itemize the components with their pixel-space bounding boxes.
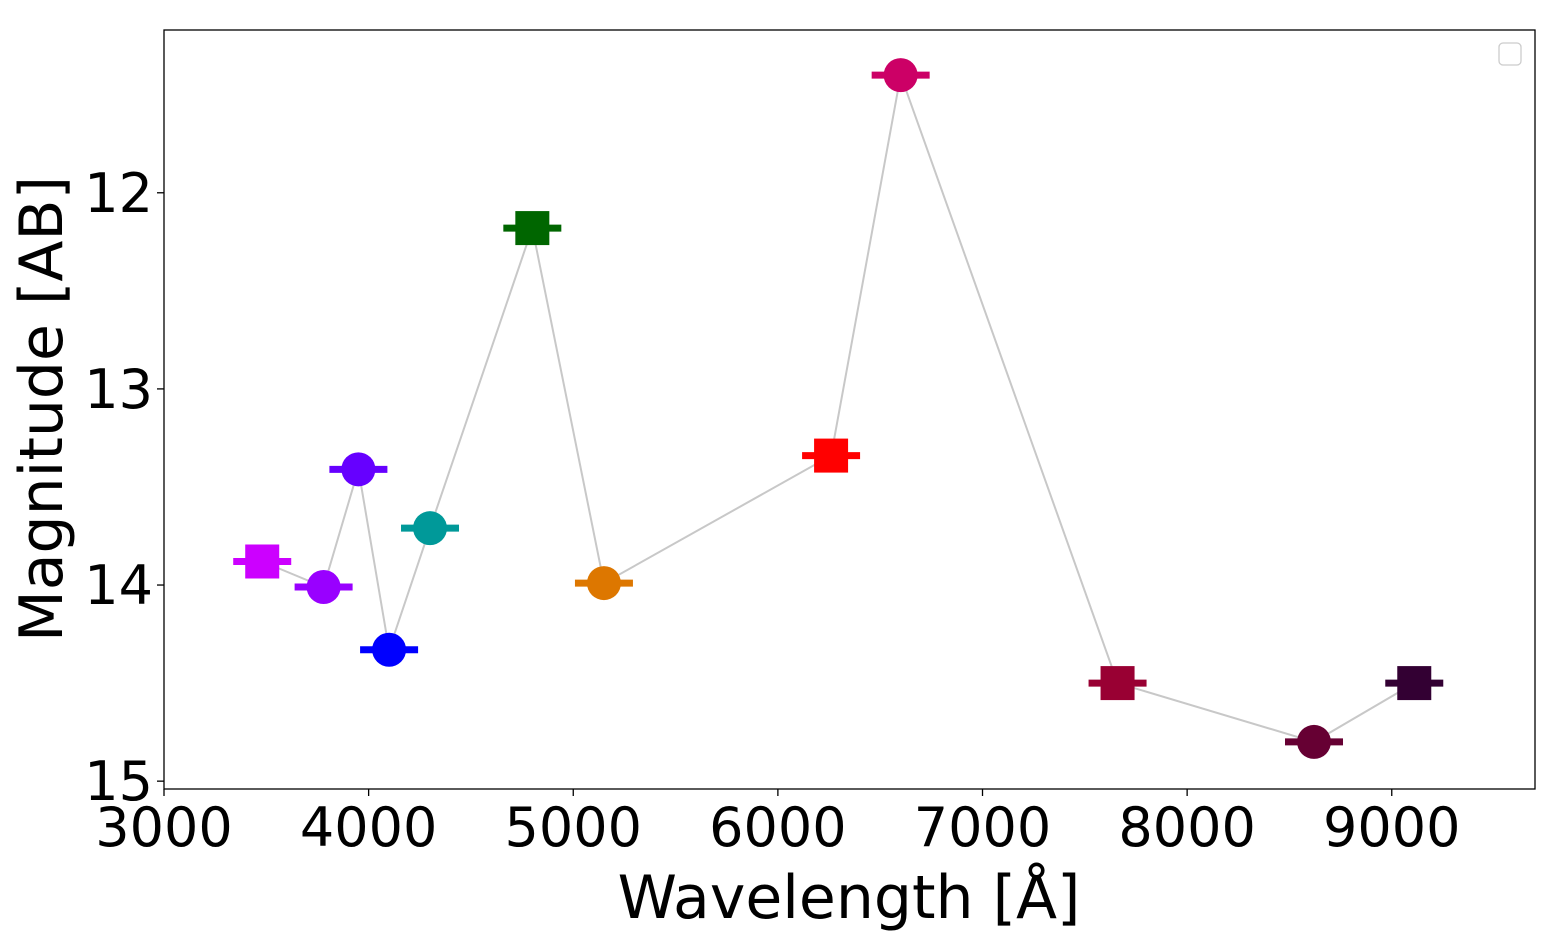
- square-marker: [1397, 666, 1432, 701]
- square-marker: [1100, 666, 1135, 701]
- data-point-5: [401, 511, 460, 546]
- data-point-2: [294, 569, 353, 604]
- data-point-4: [360, 632, 419, 667]
- circle-marker: [1297, 724, 1332, 759]
- x-tick-label: 7000: [914, 796, 1051, 859]
- x-tick-label: 5000: [505, 796, 642, 859]
- x-tick-label: 9000: [1323, 796, 1460, 859]
- y-tick-label: 14: [84, 554, 153, 617]
- data-point-11: [1285, 724, 1344, 759]
- square-marker: [245, 544, 280, 579]
- y-tick-label: 12: [84, 162, 153, 225]
- y-tick-label: 15: [84, 750, 153, 813]
- x-axis-ticks: 3000 4000 5000 6000 7000 8000 9000: [95, 789, 1460, 859]
- data-point-6: [503, 211, 562, 246]
- data-point-8: [802, 438, 861, 473]
- data-point-9: [871, 58, 930, 93]
- x-axis-label: Wavelength [Å]: [618, 862, 1081, 933]
- plot-frame: [163, 29, 1536, 790]
- data-point-12: [1385, 666, 1444, 701]
- y-axis-ticks: 12 13 14 15: [84, 162, 164, 813]
- circle-marker: [586, 566, 621, 601]
- data-points: [233, 58, 1444, 759]
- connector-line: [261, 71, 1415, 743]
- y-axis-label: Magnitude [AB]: [7, 176, 77, 642]
- data-point-1: [233, 544, 292, 579]
- data-point-10: [1088, 666, 1147, 701]
- x-tick-label: 4000: [300, 796, 437, 859]
- circle-marker: [341, 452, 376, 487]
- x-tick-label: 8000: [1118, 796, 1255, 859]
- data-point-7: [574, 566, 633, 601]
- circle-marker: [372, 632, 407, 667]
- empty-legend-box: [1498, 42, 1522, 66]
- square-marker: [814, 438, 849, 473]
- sed-connector-polyline: [261, 71, 1415, 743]
- data-point-3: [329, 452, 388, 487]
- circle-marker: [306, 569, 341, 604]
- circle-marker: [413, 511, 448, 546]
- x-tick-label: 6000: [709, 796, 846, 859]
- x-tick-label: 3000: [95, 796, 232, 859]
- square-marker: [515, 211, 550, 246]
- circle-marker: [883, 58, 918, 93]
- y-tick-label: 13: [84, 358, 153, 421]
